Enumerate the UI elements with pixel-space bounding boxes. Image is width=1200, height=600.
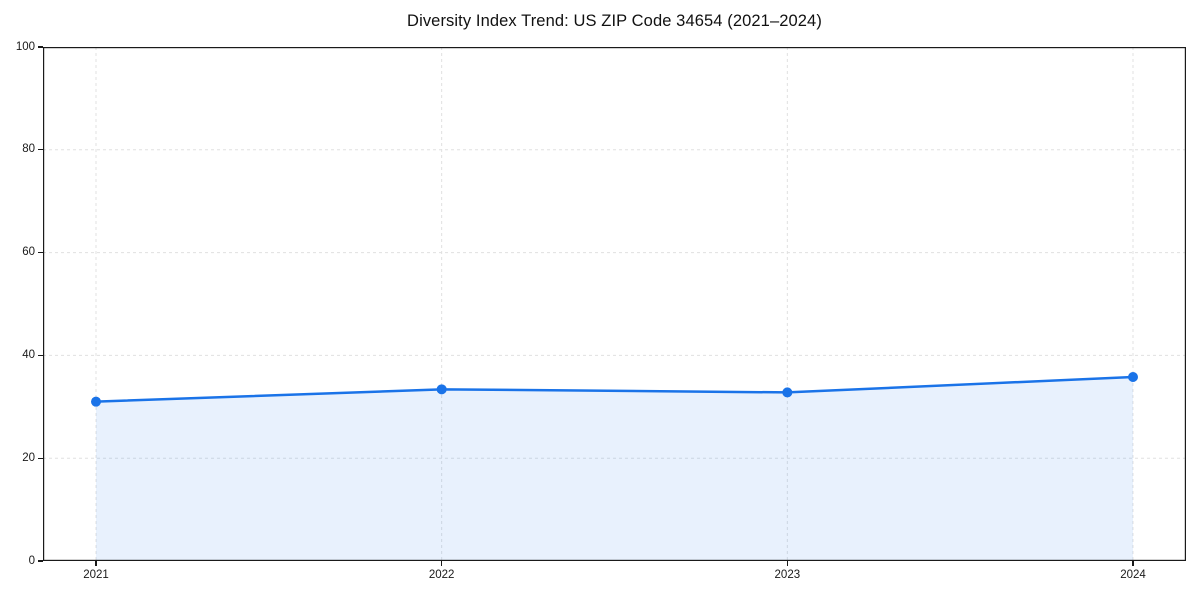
y-tick-label: 20	[22, 451, 35, 464]
y-tick-mark	[38, 560, 43, 562]
x-tick-mark	[441, 561, 443, 566]
x-tick-mark	[95, 561, 97, 566]
y-tick-label: 0	[28, 554, 35, 567]
x-tick-label: 2022	[428, 569, 455, 581]
plot-area	[43, 47, 1186, 561]
y-tick-label: 100	[15, 40, 35, 53]
x-tick-label: 2023	[774, 569, 801, 581]
y-tick-label: 60	[22, 246, 35, 259]
x-tick-label: 2021	[83, 569, 109, 581]
y-tick-mark	[38, 457, 43, 459]
y-tick-mark	[38, 252, 43, 254]
y-tick-mark	[38, 354, 43, 356]
y-tick-label: 40	[22, 348, 35, 361]
x-tick-mark	[786, 561, 788, 566]
chart-title: Diversity Index Trend: US ZIP Code 34654…	[407, 12, 822, 30]
x-tick-mark	[1132, 561, 1134, 566]
y-tick-mark	[38, 46, 43, 48]
y-tick-mark	[38, 149, 43, 151]
line-chart-svg	[43, 47, 1186, 561]
x-tick-label: 2024	[1120, 569, 1146, 581]
y-tick-label: 80	[22, 143, 35, 156]
